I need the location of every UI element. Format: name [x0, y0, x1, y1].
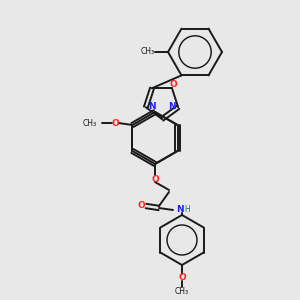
Text: H: H	[184, 205, 190, 214]
Text: N: N	[148, 102, 156, 111]
Text: O: O	[151, 175, 159, 184]
Text: CH₃: CH₃	[82, 118, 97, 127]
Text: N: N	[176, 206, 184, 214]
Text: N: N	[168, 102, 176, 111]
Text: O: O	[169, 80, 177, 89]
Text: O: O	[112, 118, 119, 127]
Text: CH₃: CH₃	[175, 287, 189, 296]
Text: O: O	[178, 274, 186, 283]
Text: O: O	[137, 202, 145, 211]
Text: CH₃: CH₃	[141, 47, 155, 56]
